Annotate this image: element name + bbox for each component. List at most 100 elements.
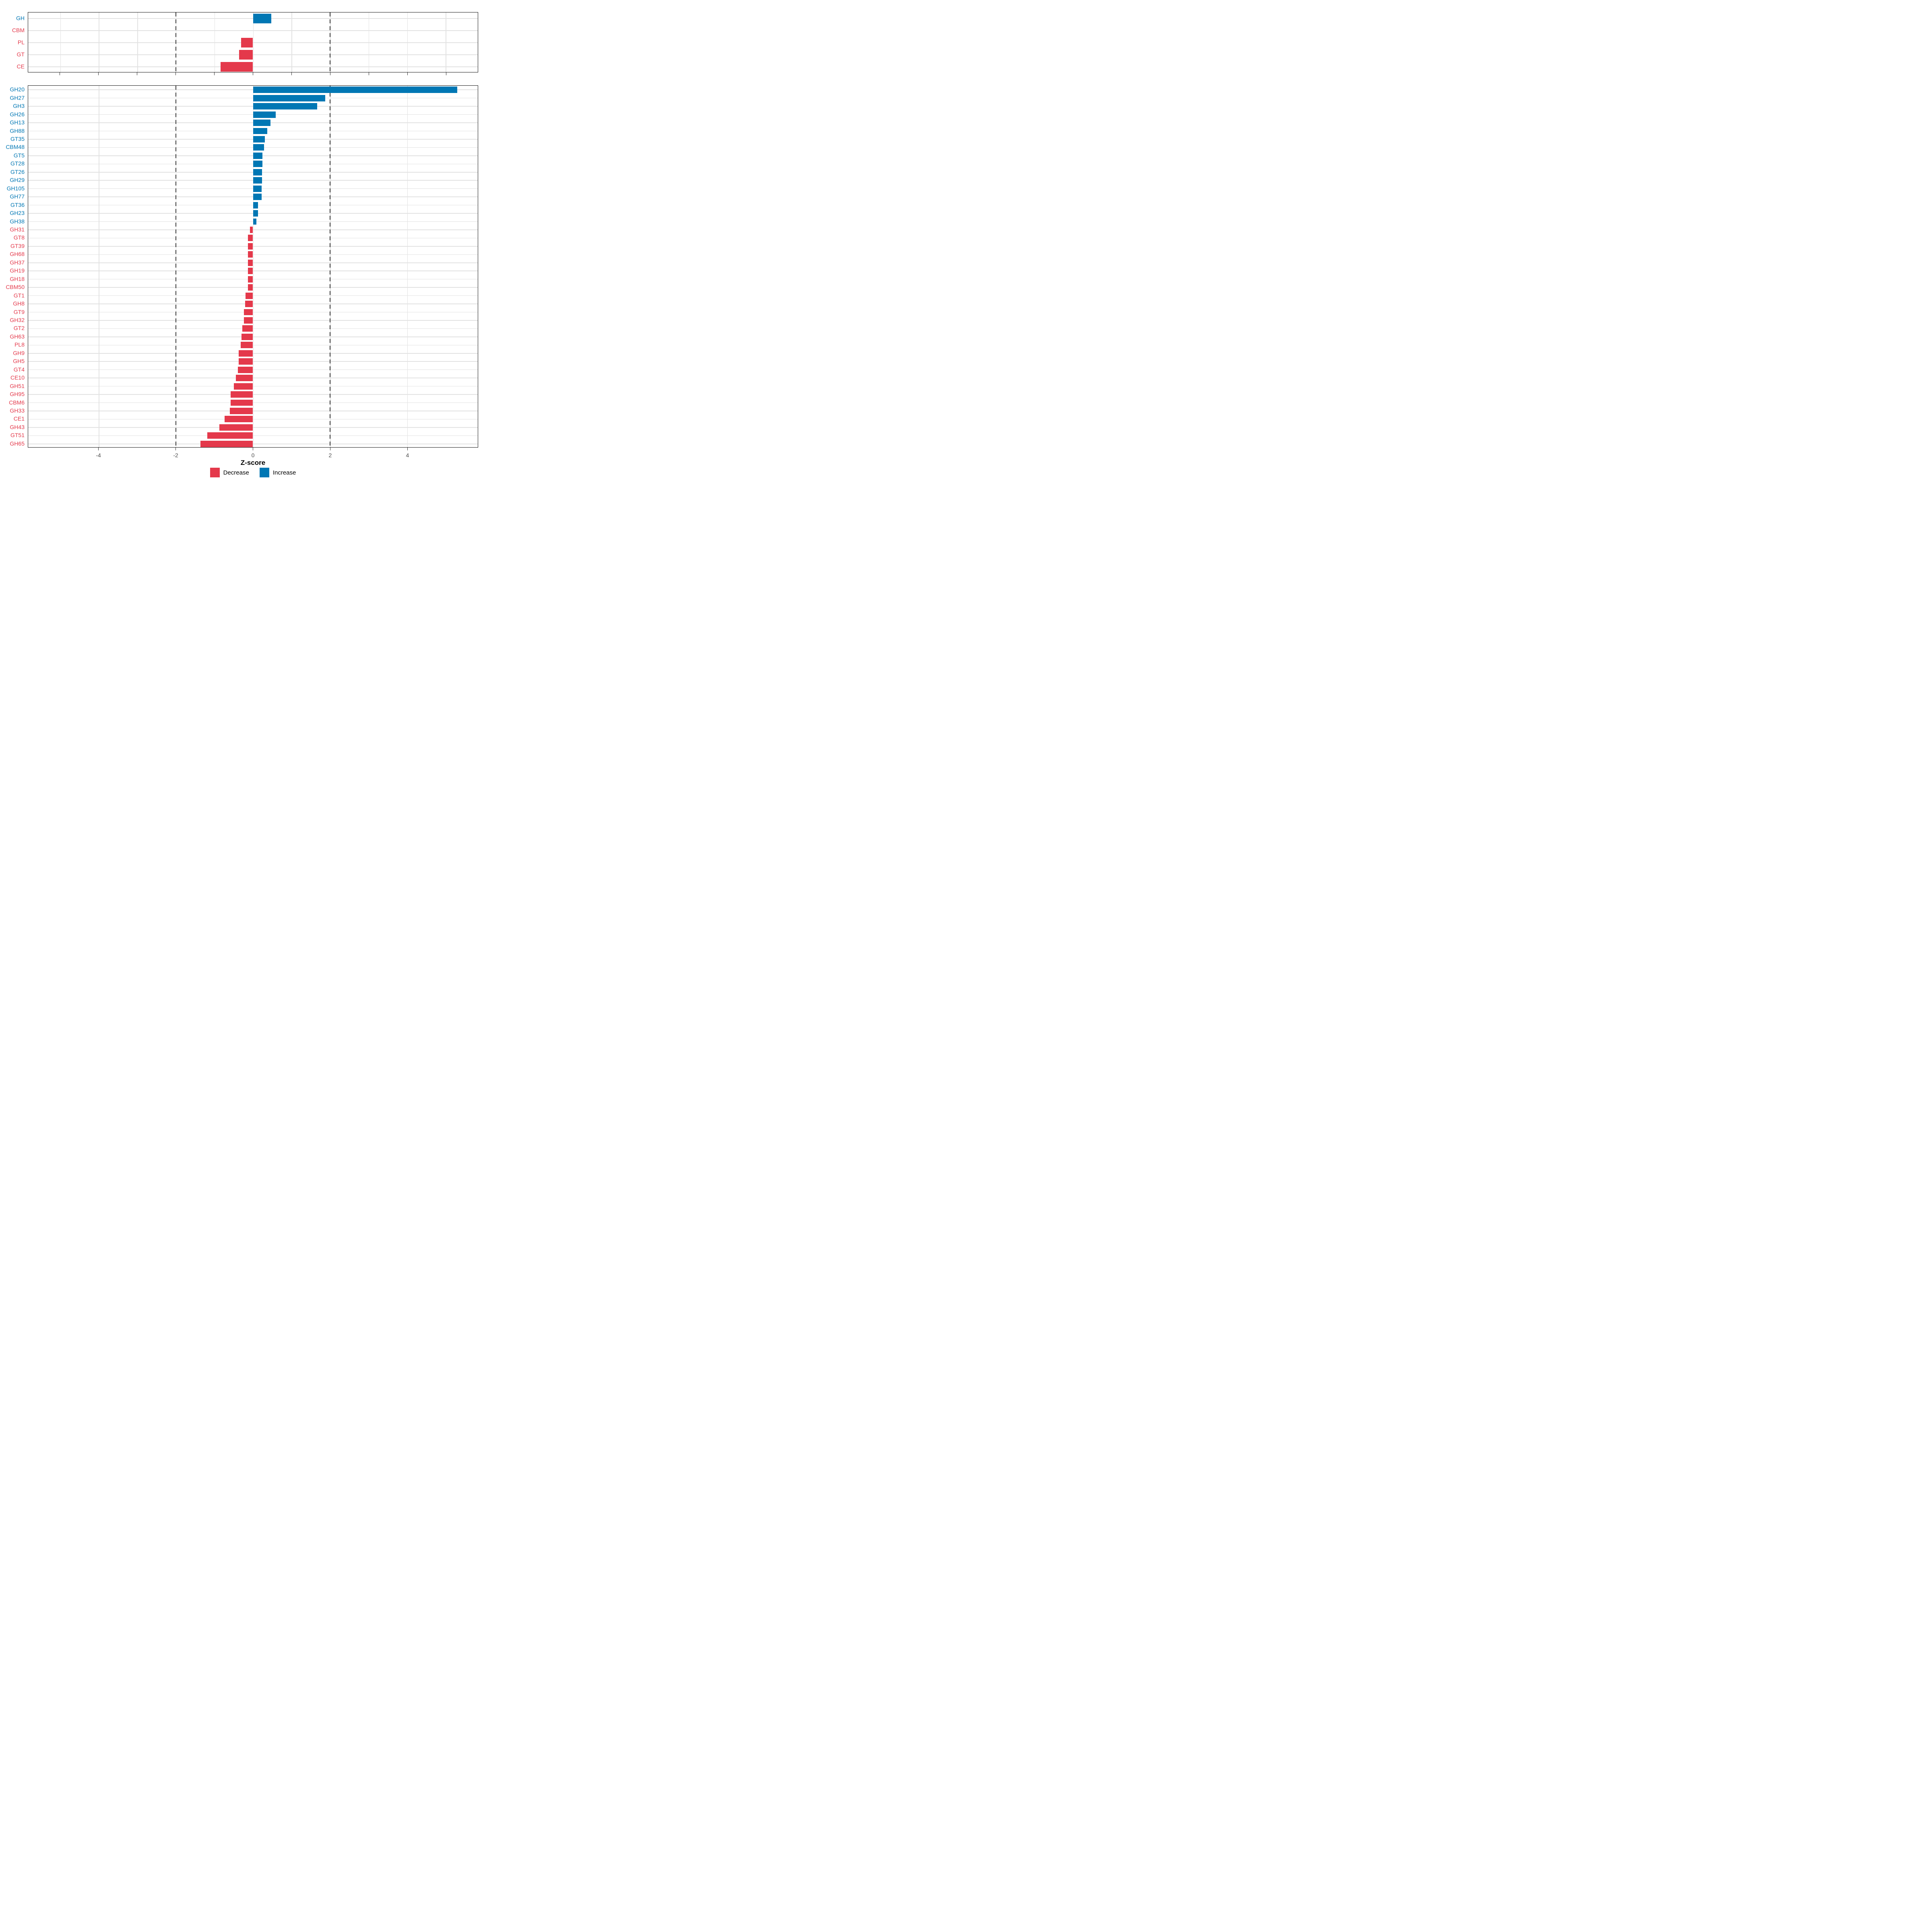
category-label-GH23: GH23: [10, 210, 25, 217]
category-label-GT35: GT35: [10, 135, 25, 142]
legend: Decrease Increase: [28, 468, 478, 477]
category-label-GT8: GT8: [13, 234, 25, 241]
increase-swatch: [259, 468, 269, 477]
bar-GT9: [244, 309, 253, 316]
bar-GT: [239, 50, 253, 60]
category-label-GH18: GH18: [10, 275, 25, 282]
vertical-gridline: [60, 12, 61, 72]
category-label-GT4: GT4: [13, 366, 25, 373]
bar-GT39: [248, 243, 253, 250]
x-axis-tick: [136, 72, 138, 75]
vertical-gridline: [137, 12, 138, 72]
bar-GT35: [253, 136, 265, 142]
x-axis-tick: [407, 448, 408, 450]
category-label-GH29: GH29: [10, 177, 25, 184]
category-label-GT51: GT51: [10, 432, 25, 439]
category-label-GH105: GH105: [6, 185, 25, 192]
x-axis-tick: [407, 72, 408, 75]
category-label-CE10: CE10: [10, 374, 25, 381]
category-label-GH26: GH26: [10, 111, 25, 118]
category-label-GT36: GT36: [10, 201, 25, 208]
bar-GH19: [248, 268, 253, 275]
category-label-GT9: GT9: [13, 308, 25, 315]
dashed-reference-line: [175, 86, 176, 447]
vertical-gridline: [407, 12, 408, 72]
category-label-GH31: GH31: [10, 226, 25, 233]
vertical-gridline: [253, 86, 254, 447]
bar-CE1: [224, 416, 253, 423]
category-label-GH43: GH43: [10, 423, 25, 430]
category-label-GH63: GH63: [10, 333, 25, 340]
legend-label-increase: Increase: [272, 469, 296, 476]
category-label-GH13: GH13: [10, 119, 25, 126]
category-label-GT39: GT39: [10, 242, 25, 249]
bar-GH23: [253, 210, 258, 217]
top-panel: [28, 12, 478, 72]
bar-CBM48: [253, 144, 264, 151]
category-label-GH20: GH20: [10, 86, 25, 93]
x-axis-tick-label: 2: [328, 452, 332, 458]
bar-GH20: [253, 87, 458, 93]
x-axis-tick-label: 4: [406, 452, 409, 458]
category-label-GH51: GH51: [10, 382, 25, 389]
category-label-GH33: GH33: [10, 407, 25, 414]
bar-GH51: [233, 383, 253, 390]
bar-GT51: [207, 432, 253, 439]
category-label-GH68: GH68: [10, 251, 25, 258]
x-axis-tick-label: -2: [173, 452, 178, 458]
bar-GH77: [253, 194, 262, 200]
vertical-gridline: [407, 86, 408, 447]
bar-GH95: [230, 391, 253, 398]
category-label-GH65: GH65: [10, 440, 25, 447]
bar-GH: [253, 14, 271, 23]
bar-GH29: [253, 177, 262, 184]
category-label-CBM: CBM: [12, 27, 25, 33]
category-label-CBM6: CBM6: [9, 399, 25, 406]
bar-GH65: [200, 440, 253, 447]
bar-GH3: [253, 103, 318, 110]
category-label-CBM50: CBM50: [6, 284, 25, 291]
category-label-GH19: GH19: [10, 267, 25, 274]
bottom-panel: [28, 85, 478, 448]
legend-item-increase: Increase: [259, 468, 296, 477]
bar-GH18: [248, 276, 253, 283]
bar-GH105: [253, 185, 262, 192]
vertical-gridline: [291, 12, 292, 72]
category-label-GH9: GH9: [13, 349, 25, 356]
x-axis-tick: [98, 72, 99, 75]
x-axis-title: Z-score: [240, 459, 266, 466]
bar-GT8: [248, 235, 253, 242]
bar-GT36: [253, 202, 258, 208]
bar-GH27: [253, 95, 325, 101]
category-label-GT: GT: [17, 51, 25, 58]
bar-GH8: [245, 301, 253, 308]
bar-GH63: [241, 333, 253, 340]
bar-GT4: [238, 366, 253, 373]
x-axis-tick: [330, 72, 331, 75]
bar-PL8: [240, 342, 253, 349]
legend-label-decrease: Decrease: [223, 469, 249, 476]
bar-GH33: [230, 407, 253, 414]
category-label-GT1: GT1: [13, 292, 25, 299]
bar-GH31: [250, 226, 253, 233]
category-label-GH38: GH38: [10, 218, 25, 225]
category-label-CBM48: CBM48: [6, 144, 25, 151]
bar-GH37: [248, 259, 253, 266]
bar-GH5: [239, 358, 253, 365]
x-axis-tick: [252, 448, 254, 450]
bar-GH26: [253, 111, 276, 118]
bar-GT2: [242, 325, 253, 332]
bar-CE: [221, 62, 253, 72]
bar-CBM6: [230, 399, 253, 406]
bar-GH88: [253, 128, 267, 134]
category-label-GH: GH: [16, 15, 25, 21]
category-label-PL: PL: [17, 39, 25, 45]
category-label-GH8: GH8: [13, 300, 25, 307]
bar-GH13: [253, 120, 270, 126]
x-axis-tick: [446, 72, 447, 75]
bar-GT5: [253, 152, 263, 159]
category-label-GH27: GH27: [10, 94, 25, 101]
category-label-GH5: GH5: [13, 358, 25, 365]
x-axis-tick-label: -4: [96, 452, 101, 458]
category-label-GH95: GH95: [10, 391, 25, 398]
